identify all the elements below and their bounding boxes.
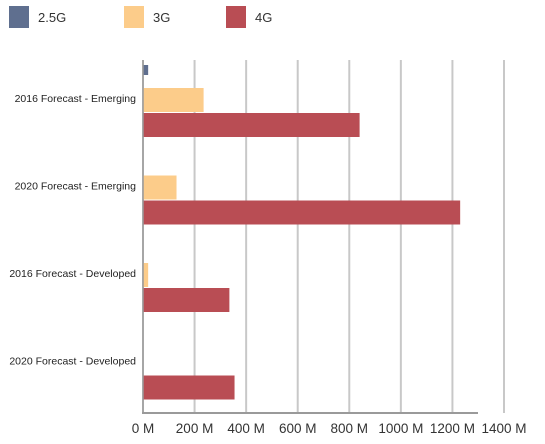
bar-3g-2016-forecast-emerging[interactable] — [143, 88, 204, 112]
legend-label-3g[interactable]: 3G — [153, 10, 170, 25]
legend-label-4g[interactable]: 4G — [255, 10, 272, 25]
x-tick-label: 600 M — [279, 421, 317, 436]
legend-swatch-3g[interactable] — [124, 6, 144, 28]
category-label: 2016 Forecast - Developed — [9, 268, 136, 280]
x-tick-label: 400 M — [227, 421, 265, 436]
bar-4g-2020-forecast-emerging[interactable] — [143, 200, 461, 225]
bar-4g-2016-forecast-developed[interactable] — [143, 288, 230, 312]
category-labels: 2016 Forecast - Emerging 2020 Forecast - … — [9, 93, 136, 368]
x-tick-label: 1200 M — [430, 421, 475, 436]
x-tick-label: 200 M — [176, 421, 214, 436]
legend: 2.5G 3G 4G — [9, 6, 272, 28]
x-tick-labels: 0 M 200 M 400 M 600 M 800 M 1000 M 1200 M 1400 … — [132, 421, 527, 436]
x-tick-label: 1000 M — [378, 421, 423, 436]
x-tick-label: 800 M — [331, 421, 369, 436]
category-label: 2016 Forecast - Emerging — [15, 93, 137, 105]
legend-swatch-2-5g[interactable] — [9, 6, 29, 28]
bar-4g-2020-forecast-developed[interactable] — [143, 375, 235, 400]
bar-2-5g-2016-forecast-emerging[interactable] — [143, 65, 149, 75]
x-axis — [142, 60, 478, 414]
x-tick-label: 1400 M — [481, 421, 526, 436]
category-label: 2020 Forecast - Developed — [9, 356, 136, 368]
gridlines — [142, 60, 505, 413]
bar-3g-2020-forecast-emerging[interactable] — [143, 175, 177, 200]
category-label: 2020 Forecast - Emerging — [15, 181, 137, 193]
bar-4g-2016-forecast-emerging[interactable] — [143, 113, 360, 137]
x-tick-label: 0 M — [132, 421, 155, 436]
legend-label-2-5g[interactable]: 2.5G — [38, 10, 66, 25]
legend-swatch-4g[interactable] — [226, 6, 246, 28]
bar-3g-2016-forecast-developed[interactable] — [143, 263, 149, 287]
bars — [143, 65, 461, 400]
